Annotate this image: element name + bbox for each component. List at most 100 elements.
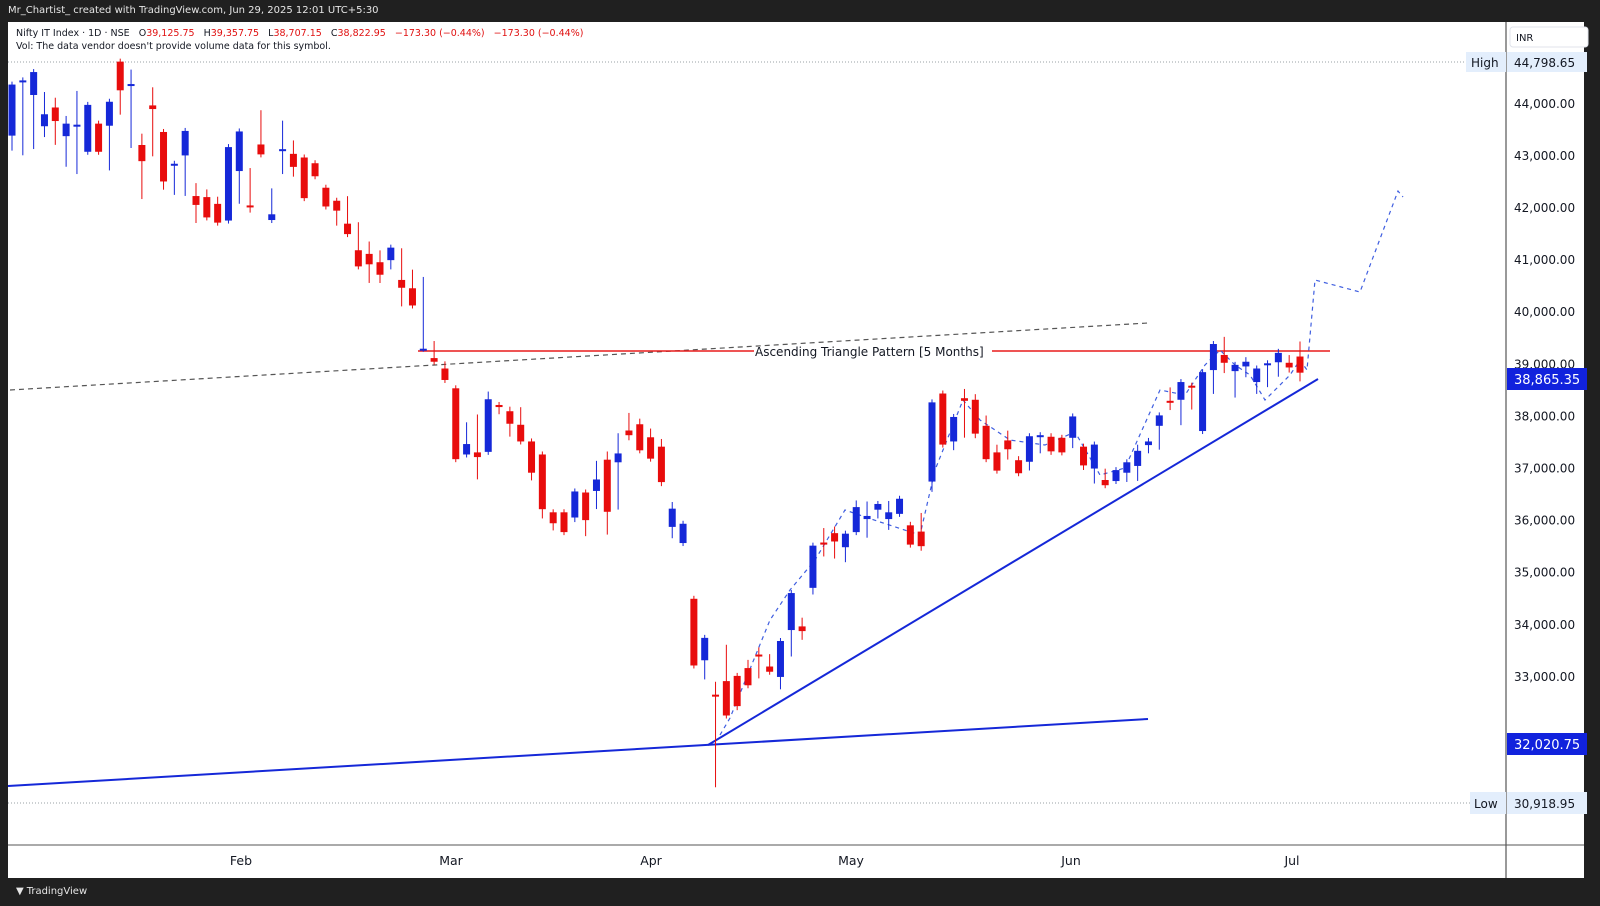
candle-down[interactable] bbox=[322, 187, 330, 207]
candle-down[interactable] bbox=[722, 681, 730, 716]
candle-up[interactable] bbox=[463, 444, 471, 455]
candle-down[interactable] bbox=[549, 512, 557, 524]
candle-up[interactable] bbox=[787, 593, 795, 631]
price-axis[interactable]: 44,000.00 43,000.00 42,000.00 41,000.00 40,0… bbox=[1514, 97, 1575, 684]
candle-down[interactable] bbox=[506, 411, 514, 424]
candle-up[interactable] bbox=[62, 123, 70, 137]
candle-down[interactable] bbox=[917, 531, 925, 547]
time-axis[interactable]: Feb Mar Apr May Jun Jul bbox=[230, 853, 1300, 868]
candle-down[interactable] bbox=[311, 163, 319, 177]
candle-down[interactable] bbox=[744, 668, 752, 686]
candle-down[interactable] bbox=[138, 145, 146, 162]
candle-up[interactable] bbox=[419, 348, 427, 351]
tradingview-logo-icon[interactable]: ▼ bbox=[16, 886, 24, 897]
candle-down[interactable] bbox=[798, 626, 806, 632]
candle-down[interactable] bbox=[538, 454, 546, 510]
candle-up[interactable] bbox=[1231, 364, 1239, 372]
candle-down[interactable] bbox=[939, 393, 947, 445]
candle-down[interactable] bbox=[625, 430, 633, 436]
candle-down[interactable] bbox=[755, 654, 763, 657]
candle-up[interactable] bbox=[19, 80, 27, 83]
candle-up[interactable] bbox=[1253, 368, 1261, 383]
candle-down[interactable] bbox=[116, 61, 124, 91]
candle-down[interactable] bbox=[376, 262, 384, 275]
symbol-label[interactable]: Nifty IT Index · 1D · NSE bbox=[16, 28, 130, 39]
candle-up[interactable] bbox=[950, 416, 958, 442]
candle-down[interactable] bbox=[636, 424, 644, 451]
candle-up[interactable] bbox=[8, 84, 16, 136]
projection-path[interactable] bbox=[719, 189, 1404, 736]
candle-down[interactable] bbox=[1058, 437, 1066, 453]
candle-up[interactable] bbox=[1069, 416, 1077, 438]
candle-up[interactable] bbox=[896, 498, 904, 514]
candle-up[interactable] bbox=[1199, 372, 1207, 432]
candle-down[interactable] bbox=[344, 223, 352, 235]
candle-up[interactable] bbox=[668, 508, 676, 527]
candle-down[interactable] bbox=[1101, 480, 1109, 486]
candle-up[interactable] bbox=[885, 512, 893, 520]
candle-up[interactable] bbox=[1134, 450, 1142, 466]
candle-down[interactable] bbox=[95, 123, 103, 152]
long-term-support-trendline[interactable] bbox=[7, 718, 1149, 787]
candle-down[interactable] bbox=[1166, 400, 1174, 403]
candle-down[interactable] bbox=[517, 424, 525, 442]
candle-down[interactable] bbox=[647, 437, 655, 459]
candle-down[interactable] bbox=[603, 459, 611, 512]
candle-down[interactable] bbox=[993, 452, 1001, 471]
candle-down[interactable] bbox=[712, 694, 720, 697]
candle-up[interactable] bbox=[268, 214, 276, 221]
candle-down[interactable] bbox=[906, 525, 914, 545]
candle-down[interactable] bbox=[452, 388, 460, 460]
candle-down[interactable] bbox=[333, 200, 341, 211]
candle-up[interactable] bbox=[484, 399, 492, 452]
candle-down[interactable] bbox=[430, 358, 438, 362]
candle-down[interactable] bbox=[1047, 436, 1055, 452]
ascending-trendline[interactable] bbox=[707, 378, 1319, 746]
candle-down[interactable] bbox=[831, 533, 839, 542]
candle-down[interactable] bbox=[560, 512, 568, 533]
candle-up[interactable] bbox=[1036, 435, 1044, 438]
candle-down[interactable] bbox=[1004, 440, 1012, 450]
candle-up[interactable] bbox=[809, 545, 817, 588]
candle-up[interactable] bbox=[279, 149, 287, 152]
candle-up[interactable] bbox=[170, 163, 178, 166]
candle-down[interactable] bbox=[1015, 460, 1023, 474]
candle-down[interactable] bbox=[398, 279, 406, 288]
candle-up[interactable] bbox=[1242, 361, 1250, 367]
candle-up[interactable] bbox=[1177, 382, 1185, 400]
candle-up[interactable] bbox=[701, 637, 709, 661]
candle-up[interactable] bbox=[592, 479, 600, 491]
currency-box[interactable] bbox=[1509, 26, 1589, 48]
candle-up[interactable] bbox=[928, 402, 936, 482]
candle-up[interactable] bbox=[1025, 436, 1033, 462]
candle-up[interactable] bbox=[571, 491, 579, 518]
candle-down[interactable] bbox=[1296, 356, 1304, 373]
candle-down[interactable] bbox=[257, 144, 265, 155]
candle-up[interactable] bbox=[84, 104, 92, 152]
candle-up[interactable] bbox=[1274, 352, 1282, 363]
candle-up[interactable] bbox=[1144, 441, 1152, 446]
candle-down[interactable] bbox=[51, 107, 59, 122]
candle-down[interactable] bbox=[582, 492, 590, 521]
candle-up[interactable] bbox=[105, 101, 113, 126]
candle-down[interactable] bbox=[289, 153, 297, 167]
chart-legend[interactable]: Nifty IT Index · 1D · NSE O39,125.75 H39… bbox=[16, 27, 583, 53]
candle-down[interactable] bbox=[528, 441, 536, 473]
long-term-dashed-resistance-line[interactable] bbox=[9, 322, 1149, 391]
candle-down[interactable] bbox=[766, 666, 774, 672]
candle-up[interactable] bbox=[387, 247, 395, 261]
candle-down[interactable] bbox=[657, 446, 665, 483]
candle-down[interactable] bbox=[160, 131, 168, 182]
candle-down[interactable] bbox=[1285, 362, 1293, 368]
candle-up[interactable] bbox=[679, 523, 687, 544]
candle-up[interactable] bbox=[1209, 344, 1217, 371]
candle-up[interactable] bbox=[1123, 462, 1131, 473]
candle-up[interactable] bbox=[30, 72, 38, 95]
candle-down[interactable] bbox=[495, 404, 503, 408]
candle-up[interactable] bbox=[73, 124, 81, 127]
candle-down[interactable] bbox=[203, 197, 211, 218]
candle-down[interactable] bbox=[1220, 354, 1228, 363]
candle-down[interactable] bbox=[1080, 446, 1088, 466]
candle-up[interactable] bbox=[614, 453, 622, 463]
